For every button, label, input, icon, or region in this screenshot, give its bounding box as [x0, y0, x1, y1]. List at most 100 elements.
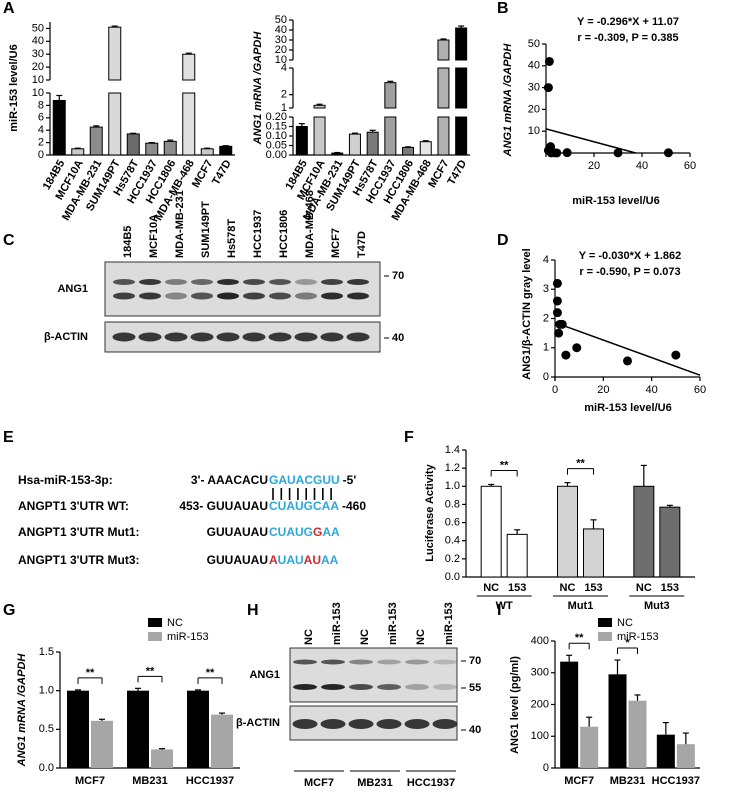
- sequence-part: GAUACGUU: [269, 473, 340, 487]
- lane-label: SUM149PT: [200, 201, 212, 258]
- point: [557, 319, 567, 329]
- y-tick-label: 1.0: [39, 685, 54, 697]
- sig-label: **: [146, 665, 155, 677]
- legend-label: miR-153: [167, 631, 209, 643]
- blot-band: [139, 292, 161, 300]
- blot-band: [320, 719, 346, 729]
- blot-band: [191, 292, 213, 300]
- bar: [659, 506, 681, 578]
- point: [552, 278, 562, 288]
- sequence-part: A: [269, 553, 278, 567]
- y-tick-label: 2: [38, 137, 44, 149]
- size-marker: 55: [469, 682, 481, 694]
- annotation: Y = -0.030*X + 1.862: [579, 250, 682, 262]
- blot-band: [295, 279, 317, 285]
- y-tick-label: 10: [275, 54, 287, 66]
- blot-band: [139, 279, 161, 285]
- sequence-label: ANGPT1 3'UTR Mut1:: [18, 525, 140, 539]
- bar: [557, 485, 578, 578]
- blot-band: [243, 279, 265, 285]
- bar: [560, 661, 579, 768]
- x-axis-label: miR-153 level/U6: [572, 195, 659, 207]
- panel-label: G: [3, 602, 15, 619]
- y-tick-label: 0.6: [445, 516, 460, 528]
- sequence: GAUACGUU -5': [269, 473, 356, 487]
- y-tick-label: 200: [531, 698, 549, 710]
- x-tick-label: MCF7: [564, 775, 594, 787]
- y-tick-label: 0.10: [266, 130, 287, 142]
- y-tick-label: 50: [32, 22, 44, 34]
- sequence-part: AA: [321, 553, 339, 567]
- point: [562, 148, 572, 158]
- point: [671, 350, 681, 360]
- lane-label: HCC1806: [278, 210, 290, 258]
- blot-row-label: β-ACTIN: [44, 331, 88, 343]
- blot-band: [217, 292, 239, 300]
- legend-label: miR-153: [617, 631, 659, 643]
- blot-band: [349, 684, 373, 690]
- blot-band: [321, 292, 343, 300]
- y-tick-label: 1.2: [445, 462, 460, 474]
- y-tick-label: 1.4: [445, 444, 460, 456]
- size-marker: 70: [469, 655, 481, 667]
- lane-label: miR-153: [331, 602, 343, 645]
- y-axis-label: ANG1 mRNA /GAPDH: [252, 31, 264, 146]
- y-tick-label: 50: [528, 38, 540, 50]
- bar: [200, 148, 214, 156]
- lane-label: NC: [303, 629, 315, 645]
- blot-band: [320, 332, 344, 342]
- panel-label: A: [3, 0, 15, 17]
- group-label: Mut1: [568, 600, 594, 612]
- blot-band: [165, 292, 187, 300]
- bar: [656, 734, 675, 768]
- bar: [89, 126, 103, 156]
- x-tick-label: NC: [636, 582, 652, 594]
- point: [543, 83, 553, 93]
- legend-swatch: [598, 618, 612, 627]
- bar: [145, 142, 159, 156]
- y-tick-label: 0.05: [266, 139, 287, 151]
- bar: [402, 146, 415, 156]
- bar: [108, 26, 122, 81]
- x-tick-label: 153: [661, 582, 679, 594]
- blot-band: [347, 292, 369, 300]
- bar: [676, 744, 695, 768]
- sig-label: **: [575, 632, 584, 644]
- y-tick-label: 2: [281, 89, 287, 101]
- sig-label: **: [206, 667, 215, 679]
- sequence-part: CUAUGCAA: [269, 499, 339, 513]
- lane-label: MDA-MB-468: [304, 190, 316, 258]
- x-tick-label: 153: [584, 582, 602, 594]
- y-tick-label: 0.15: [266, 120, 287, 132]
- legend-swatch: [148, 632, 162, 641]
- blot-band: [349, 659, 373, 665]
- legend-swatch: [148, 618, 162, 627]
- group-label: MB231: [357, 777, 392, 789]
- x-tick-label: NC: [560, 582, 576, 594]
- blot-band: [138, 332, 162, 342]
- blot-row-label: ANG1: [57, 283, 88, 295]
- sequence-part: UAU: [278, 553, 304, 567]
- sequence-part: -460: [342, 499, 366, 513]
- bar: [608, 674, 627, 768]
- y-tick-label: 20: [32, 61, 44, 73]
- y-tick-label: 4: [281, 62, 287, 74]
- x-tick-label: 60: [684, 160, 696, 172]
- bar: [506, 533, 528, 578]
- bar: [384, 82, 397, 109]
- blot-band: [348, 719, 374, 729]
- blot-band: [377, 659, 401, 665]
- sequence-part: -5': [343, 473, 357, 487]
- lane-label: NC: [359, 629, 371, 645]
- panel-label: I: [497, 602, 501, 619]
- x-tick-label: NC: [483, 582, 499, 594]
- x-tick-label: 20: [588, 160, 600, 172]
- annotation: r = -0.590, P = 0.073: [579, 266, 680, 278]
- blot-band: [405, 684, 429, 690]
- sequence-part: AU: [304, 553, 321, 567]
- sig-label: **: [500, 459, 509, 471]
- bar: [366, 131, 379, 156]
- blot-band: [347, 279, 369, 285]
